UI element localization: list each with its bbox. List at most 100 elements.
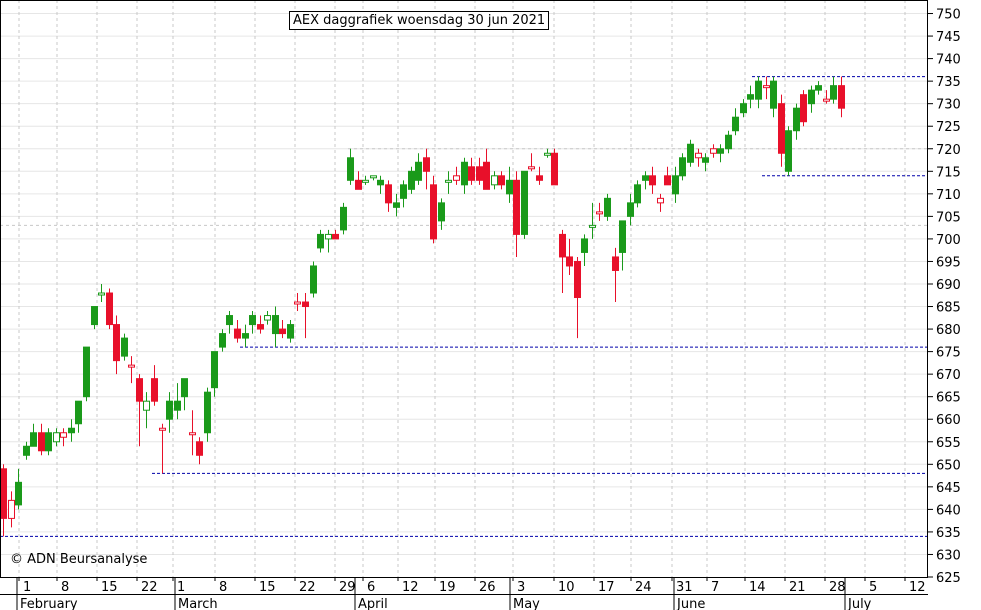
y-tick-label: 715 — [936, 165, 961, 180]
x-tick-label: 1 — [177, 580, 185, 595]
y-tick-label: 675 — [936, 346, 961, 361]
copyright-label: © ADN Beursanalyse — [10, 552, 148, 567]
candle-body — [0, 468, 7, 519]
candle-body — [355, 179, 362, 190]
candle-body — [249, 315, 256, 326]
candle-body — [679, 157, 686, 177]
candle-body — [68, 427, 75, 434]
candle-body — [528, 166, 535, 170]
candle-body — [393, 202, 400, 208]
x-tick-label: 14 — [749, 580, 766, 595]
x-tick-label: 3 — [517, 580, 525, 595]
candle-body — [815, 85, 822, 91]
candle-body — [513, 179, 520, 235]
candle-body — [725, 134, 732, 150]
candle-body — [151, 378, 158, 402]
x-tick-label: 29 — [339, 580, 356, 595]
x-tick-label: 15 — [259, 580, 276, 595]
candle-body — [106, 292, 113, 326]
candle-body — [710, 148, 717, 154]
month-label: July — [847, 597, 872, 610]
candle-body — [732, 116, 739, 132]
candle-body — [38, 432, 45, 452]
y-tick-label: 690 — [936, 278, 961, 293]
candle-body — [838, 85, 845, 109]
candle-body — [687, 143, 694, 163]
month-label: June — [676, 597, 705, 610]
candle-body — [589, 224, 596, 228]
candle-body — [196, 441, 203, 456]
y-tick-label: 655 — [936, 436, 961, 451]
month-label: February — [20, 597, 78, 610]
candle-body — [83, 346, 90, 398]
y-tick-label: 695 — [936, 255, 961, 270]
y-tick-label: 710 — [936, 188, 961, 203]
candle-body — [695, 152, 702, 159]
candle-body — [204, 391, 211, 434]
candle-body — [121, 337, 128, 357]
candle-body — [634, 184, 641, 204]
y-tick-label: 670 — [936, 368, 961, 383]
candle-body — [408, 170, 415, 190]
y-tick-label: 685 — [936, 301, 961, 316]
y-tick-label: 750 — [936, 8, 961, 23]
candle-body — [808, 89, 815, 105]
y-tick-label: 725 — [936, 120, 961, 135]
candle-body — [257, 324, 264, 330]
candle-body — [702, 157, 709, 163]
x-tick-label: 22 — [299, 580, 316, 595]
x-tick-label: 12 — [402, 580, 419, 595]
candle-body — [755, 80, 762, 100]
candle-body — [128, 364, 135, 368]
x-tick-label: 12 — [909, 580, 926, 595]
candle-body — [189, 432, 196, 436]
x-tick-label: 10 — [558, 580, 575, 595]
candle-body — [53, 432, 60, 443]
candle-body — [234, 328, 241, 339]
candle-body — [763, 85, 770, 89]
candle-body — [98, 292, 105, 296]
candle-body — [468, 166, 475, 181]
y-tick-label: 680 — [936, 323, 961, 338]
candle-body — [642, 175, 649, 181]
candle-body — [830, 85, 837, 100]
candle-body — [657, 197, 664, 204]
y-tick-label: 625 — [936, 571, 961, 586]
candle-body — [551, 152, 558, 186]
candle-body — [566, 256, 573, 267]
candle-body — [347, 157, 354, 181]
candle-body — [461, 161, 468, 186]
x-tick-label: 22 — [141, 580, 158, 595]
candle-body — [793, 107, 800, 132]
x-tick-label: 19 — [439, 580, 456, 595]
candle-body — [596, 211, 603, 215]
y-tick-label: 630 — [936, 548, 961, 563]
candle-body — [45, 432, 52, 452]
candle-body — [483, 161, 490, 190]
candle-body — [143, 400, 150, 411]
candle-body — [174, 400, 181, 411]
candle-body — [672, 175, 679, 195]
candle-body — [317, 233, 324, 249]
candle-body — [75, 400, 82, 425]
candle-body — [612, 256, 619, 271]
candle-body — [211, 351, 218, 389]
candle-body — [287, 324, 294, 339]
x-tick-label: 1 — [23, 580, 31, 595]
chart-title: AEX daggrafiek woensdag 30 jun 2021 — [289, 11, 550, 30]
candle-body — [506, 179, 513, 195]
candle-body — [823, 98, 830, 102]
candle-body — [400, 184, 407, 199]
candle-body — [340, 206, 347, 231]
candle-body — [242, 333, 249, 339]
y-tick-label: 745 — [936, 30, 961, 45]
candle-body — [325, 233, 332, 240]
candle-body — [30, 432, 37, 447]
month-label: April — [358, 597, 388, 610]
candle-body — [717, 148, 724, 154]
candle-body — [23, 445, 30, 456]
candle-body — [581, 238, 588, 253]
candle-body — [649, 175, 656, 186]
y-tick-label: 700 — [936, 233, 961, 248]
candle-body — [521, 170, 528, 235]
